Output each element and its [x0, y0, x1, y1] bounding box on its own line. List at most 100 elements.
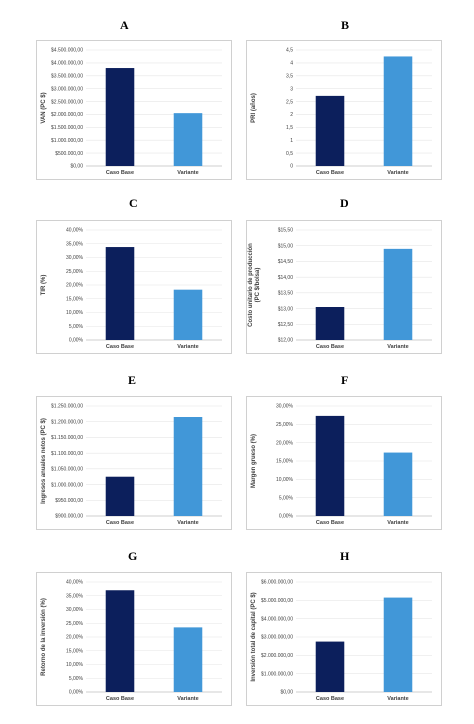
y-tick-label: $1.000.000,00: [261, 671, 293, 677]
y-tick-label: 0,5: [286, 151, 293, 157]
y-tick-label: 4,5: [286, 48, 293, 54]
y-tick-label: $5.000.000,00: [261, 598, 293, 604]
x-category-label: Caso Base: [106, 344, 134, 350]
y-tick-label: 20,00%: [276, 440, 294, 446]
x-category-label: Caso Base: [316, 696, 344, 702]
chart-a-van: $0,00 $500.000,00 $1.000.000,00 $1.500.000,…: [36, 40, 232, 180]
chart-g-retorno: 0,00% 5,00% 10,00% 15,00% 20,00% 25,00% 30,00%…: [36, 572, 232, 706]
x-category-label: Variante: [177, 170, 198, 176]
y-tick-label: $0,00: [70, 164, 83, 170]
y-tick-label: $6.000.000,00: [261, 580, 293, 586]
chart-b-pri: 0 0,5 1 1,5 2 2,5 3 3,5 4 4,5 PRI (años) Caso Base V…: [246, 40, 442, 180]
y-axis-label: PRI (años): [251, 93, 257, 123]
y-tick-label: 4: [290, 61, 293, 67]
y-tick-label: 20,00%: [66, 635, 84, 641]
y-axis-label: Costo unitario de producción(PC $/bolsa): [248, 243, 261, 327]
y-tick-label: 5,00%: [69, 676, 84, 682]
bar-caso-base: [105, 68, 135, 166]
y-tick-label: $2.000.000,00: [261, 653, 293, 659]
y-tick-label: $15,50: [278, 228, 294, 234]
panel-letter-e: E: [128, 373, 137, 387]
bar-variante: [173, 627, 203, 692]
y-tick-label: $1.250.000,00: [51, 404, 83, 410]
bar-caso-base: [315, 307, 345, 340]
y-tick-label: $1.000.000,00: [51, 138, 83, 144]
chart-f-margen: 0,00% 5,00% 10,00% 15,00% 20,00% 25,00% 30,00%…: [246, 396, 442, 530]
y-tick-label: $2.000.000,00: [51, 112, 83, 118]
bar-caso-base: [315, 95, 345, 166]
y-tick-label: $1.500.000,00: [51, 125, 83, 131]
y-tick-label: 30,00%: [66, 255, 84, 261]
y-tick-label: 15,00%: [276, 459, 294, 465]
panel-letter-b: B: [341, 18, 350, 32]
x-category-label: Caso Base: [106, 170, 134, 176]
x-category-label: Variante: [387, 170, 408, 176]
chart-h-inversion: $0,00 $1.000.000,00 $2.000.000,00 $3.000.00…: [246, 572, 442, 706]
y-tick-label: 3: [290, 86, 293, 92]
y-tick-label: $13,50: [278, 291, 294, 297]
y-tick-label: $0,00: [280, 690, 293, 696]
y-tick-label: 25,00%: [66, 621, 84, 627]
bar-caso-base: [315, 641, 345, 692]
y-tick-label: 2,5: [286, 99, 293, 105]
y-axis-label: Retorno de la inversión (%): [41, 598, 47, 676]
y-tick-label: 5,00%: [279, 495, 294, 501]
y-tick-label: $3.000.000,00: [51, 86, 83, 92]
y-tick-label: $4.000.000,00: [51, 61, 83, 67]
y-tick-label: $1.050.000,00: [51, 467, 83, 473]
y-tick-label: 10,00%: [66, 662, 84, 668]
x-category-label: Caso Base: [106, 520, 134, 526]
y-tick-label: 15,00%: [66, 296, 84, 302]
bar-variante: [383, 452, 413, 516]
y-tick-label: $1.000.000,00: [51, 482, 83, 488]
bar-caso-base: [105, 476, 135, 516]
x-category-label: Caso Base: [316, 344, 344, 350]
y-axis-label: VAN (PC $): [41, 92, 47, 123]
x-category-label: Variante: [177, 520, 198, 526]
y-tick-label: $950.000,00: [55, 498, 83, 504]
panel-letter-a: A: [120, 18, 129, 32]
y-tick-label: $4.000.000,00: [261, 616, 293, 622]
x-category-label: Variante: [177, 696, 198, 702]
y-tick-label: $14,00: [278, 275, 294, 281]
y-tick-label: 10,00%: [276, 477, 294, 483]
y-tick-label: 10,00%: [66, 310, 84, 316]
x-category-label: Caso Base: [316, 520, 344, 526]
bar-caso-base: [315, 415, 345, 516]
y-tick-label: $2.500.000,00: [51, 99, 83, 105]
y-tick-label: 30,00%: [276, 404, 294, 410]
chart-c-tir: 0,00% 5,00% 10,00% 15,00% 20,00% 25,00% 30,00%…: [36, 220, 232, 354]
y-tick-label: $13,00: [278, 306, 294, 312]
y-tick-label: 2: [290, 112, 293, 118]
y-tick-label: 30,00%: [66, 607, 84, 613]
y-tick-label: $12,50: [278, 322, 294, 328]
y-tick-label: 25,00%: [276, 422, 294, 428]
y-tick-label: 20,00%: [66, 283, 84, 289]
panel-letter-h: H: [340, 549, 350, 563]
y-tick-label: $500.000,00: [55, 151, 83, 157]
bar-caso-base: [105, 247, 135, 340]
bar-variante: [173, 113, 203, 166]
y-tick-label: 3,5: [286, 73, 293, 79]
y-tick-label: $12,00: [278, 338, 294, 344]
panel-letter-f: F: [341, 373, 349, 387]
y-axis-label: Inversión total de capital (PC $): [251, 592, 257, 681]
x-category-label: Variante: [387, 344, 408, 350]
y-tick-label: 40,00%: [66, 228, 84, 234]
y-axis-label: Ingresos anuales netos (PC $): [41, 418, 47, 504]
y-tick-label: 1: [290, 138, 293, 144]
x-category-label: Variante: [387, 520, 408, 526]
bar-variante: [383, 56, 413, 166]
y-tick-label: 0,00%: [69, 690, 84, 696]
y-axis-label: Margen grueso (%): [251, 434, 257, 488]
bar-variante: [173, 289, 203, 340]
y-tick-label: 15,00%: [66, 648, 84, 654]
y-axis-label: TIR (%): [41, 275, 47, 296]
panel-letter-c: C: [129, 196, 138, 210]
y-tick-label: 0,00%: [69, 338, 84, 344]
bar-variante: [173, 417, 203, 516]
y-tick-label: 40,00%: [66, 580, 84, 586]
y-tick-label: 5,00%: [69, 324, 84, 330]
x-category-label: Caso Base: [316, 170, 344, 176]
y-tick-label: 0: [290, 164, 293, 170]
